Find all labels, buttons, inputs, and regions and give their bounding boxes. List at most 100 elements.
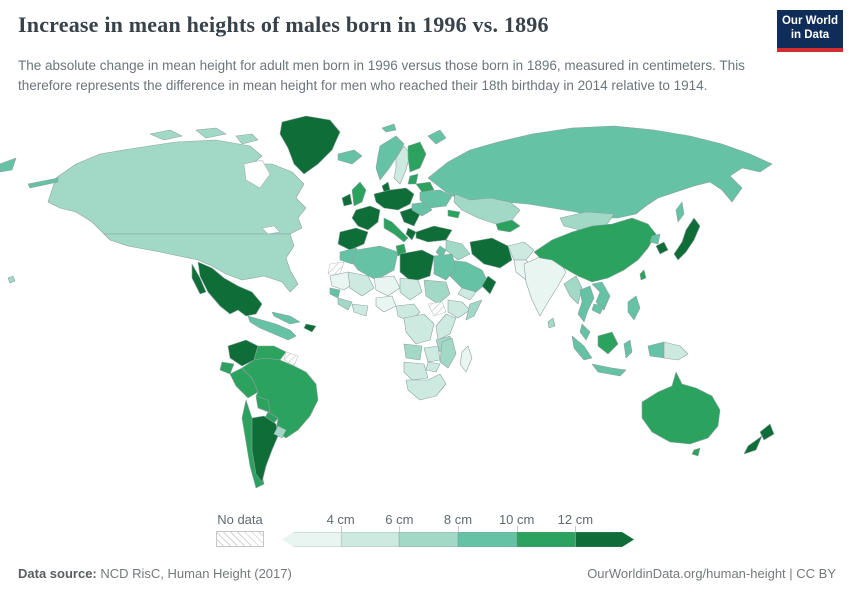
region-tunisia[interactable] xyxy=(395,243,407,257)
region-greenland[interactable] xyxy=(279,115,341,175)
region-caucasus[interactable] xyxy=(447,209,461,219)
region-ethiopia[interactable] xyxy=(447,299,471,319)
region-france[interactable] xyxy=(351,205,381,231)
region-tasmania[interactable] xyxy=(691,447,701,457)
region-kenya-uganda[interactable] xyxy=(435,313,457,341)
region-iberia[interactable] xyxy=(337,227,369,251)
region-senegal[interactable] xyxy=(329,287,341,299)
region-angola[interactable] xyxy=(403,343,423,361)
region-russia-sakhalin[interactable] xyxy=(675,201,685,223)
region-borneo[interactable] xyxy=(597,331,619,355)
region-sulawesi[interactable] xyxy=(623,339,633,359)
region-canada-island[interactable] xyxy=(235,133,259,145)
region-egypt[interactable] xyxy=(433,253,457,281)
region-java[interactable] xyxy=(591,363,627,377)
region-myanmar[interactable] xyxy=(563,275,583,305)
region-canada-island[interactable] xyxy=(195,127,227,139)
region-west-new-guinea[interactable] xyxy=(647,341,665,359)
region-baltics[interactable] xyxy=(407,173,419,185)
region-pacific-fragment[interactable] xyxy=(0,157,17,173)
region-russia[interactable] xyxy=(427,125,773,219)
region-sudan[interactable] xyxy=(423,279,451,305)
region-ecuador[interactable] xyxy=(219,361,235,375)
region-oman[interactable] xyxy=(481,275,497,295)
region-baja-california[interactable] xyxy=(191,263,207,295)
region-china[interactable] xyxy=(533,217,657,283)
region-canada[interactable] xyxy=(47,139,307,235)
legend-bin-3[interactable] xyxy=(458,532,517,547)
region-madagascar[interactable] xyxy=(459,345,473,373)
legend-bar[interactable] xyxy=(282,532,634,547)
legend-bin-0[interactable] xyxy=(282,532,341,547)
region-mozambique[interactable] xyxy=(439,337,457,369)
region-yemen[interactable] xyxy=(457,287,477,301)
region-algeria[interactable] xyxy=(351,245,399,281)
region-svalbard[interactable] xyxy=(381,123,397,133)
region-zimbabwe[interactable] xyxy=(425,361,441,373)
region-sweden[interactable] xyxy=(393,145,411,185)
region-turkey[interactable] xyxy=(415,225,453,243)
owid-logo[interactable]: Our World in Data xyxy=(777,10,843,52)
region-mexico[interactable] xyxy=(197,261,263,317)
region-new-zealand-north[interactable] xyxy=(759,423,775,441)
region-ghana-ivory-coast[interactable] xyxy=(351,303,369,317)
region-belarus[interactable] xyxy=(415,181,435,193)
region-thailand[interactable] xyxy=(577,285,595,323)
world-choropleth-map[interactable] xyxy=(0,106,850,508)
region-somalia[interactable] xyxy=(465,299,483,321)
region-venezuela[interactable] xyxy=(253,345,287,361)
region-south-sudan[interactable] xyxy=(427,301,447,317)
region-central-europe[interactable] xyxy=(373,187,415,211)
region-ukraine[interactable] xyxy=(419,189,453,209)
region-zambia[interactable] xyxy=(423,345,441,363)
region-sumatra[interactable] xyxy=(571,335,593,361)
region-sri-lanka[interactable] xyxy=(547,317,556,329)
license-link[interactable]: OurWorldinData.org/human-height | CC BY xyxy=(587,566,836,581)
region-philippines[interactable] xyxy=(627,295,641,321)
legend-bin-1[interactable] xyxy=(340,532,400,547)
region-argentina[interactable] xyxy=(251,415,279,483)
region-novaya-zemlya[interactable] xyxy=(427,129,447,145)
region-hawaii[interactable] xyxy=(7,275,16,284)
region-malaysia[interactable] xyxy=(579,323,591,341)
region-central-asia[interactable] xyxy=(495,219,521,233)
region-new-zealand-south[interactable] xyxy=(743,435,763,455)
region-ireland[interactable] xyxy=(341,193,353,207)
region-brazil[interactable] xyxy=(241,357,319,439)
region-canada-island[interactable] xyxy=(149,129,183,141)
region-iceland[interactable] xyxy=(337,149,363,165)
region-greece[interactable] xyxy=(405,227,417,241)
region-balkans[interactable] xyxy=(399,207,421,227)
region-niger[interactable] xyxy=(373,275,401,297)
region-saudi-arabia[interactable] xyxy=(447,259,489,293)
region-uruguay[interactable] xyxy=(273,425,287,439)
region-guinea[interactable] xyxy=(337,297,353,311)
region-papua-new-guinea[interactable] xyxy=(663,341,689,361)
legend-bin-5[interactable] xyxy=(575,532,634,547)
region-united-kingdom[interactable] xyxy=(351,181,367,207)
region-nigeria[interactable] xyxy=(375,295,397,313)
region-aleutians[interactable] xyxy=(27,177,59,189)
region-afghanistan[interactable] xyxy=(507,241,535,261)
legend-no-data-swatch[interactable] xyxy=(216,531,264,547)
region-south-korea[interactable] xyxy=(655,241,669,255)
legend-no-data[interactable]: No data xyxy=(216,512,264,547)
region-central-america[interactable] xyxy=(247,315,297,341)
legend-bin-4[interactable] xyxy=(516,532,576,547)
legend-bin-2[interactable] xyxy=(399,532,459,547)
region-vietnam-laos[interactable] xyxy=(591,281,611,311)
region-western-sahara[interactable] xyxy=(327,261,345,275)
region-chad[interactable] xyxy=(399,277,423,301)
region-north-korea[interactable] xyxy=(649,233,661,245)
region-libya[interactable] xyxy=(399,249,435,283)
region-italy[interactable] xyxy=(383,217,409,243)
region-hispaniola[interactable] xyxy=(303,323,317,333)
region-cuba[interactable] xyxy=(271,311,301,325)
region-iran[interactable] xyxy=(469,237,513,269)
region-finland[interactable] xyxy=(407,141,427,173)
region-cambodia[interactable] xyxy=(591,303,605,315)
region-bolivia[interactable] xyxy=(255,395,271,413)
legend-color-scale[interactable]: 4 cm 6 cm 8 cm 10 cm 12 cm xyxy=(282,512,634,548)
region-mali[interactable] xyxy=(347,271,375,297)
region-south-africa[interactable] xyxy=(405,373,447,401)
